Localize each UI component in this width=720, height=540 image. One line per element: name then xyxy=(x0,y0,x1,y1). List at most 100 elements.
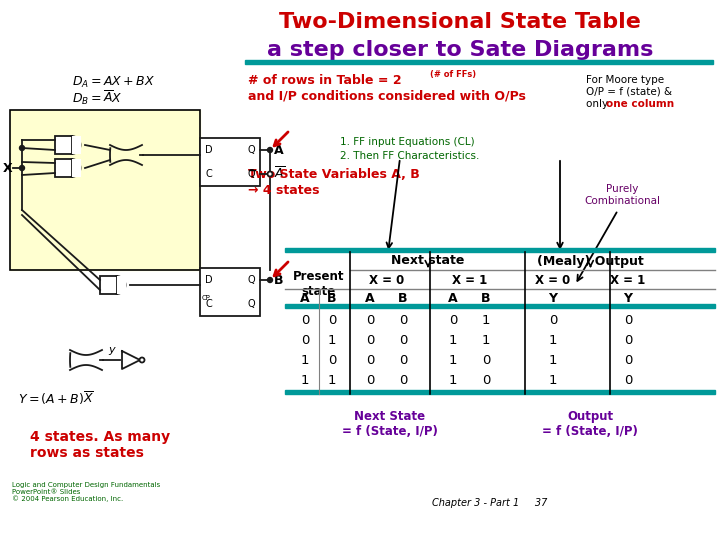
Bar xyxy=(285,304,715,307)
Text: Y: Y xyxy=(549,292,557,305)
Circle shape xyxy=(268,172,272,177)
Text: 0: 0 xyxy=(399,354,408,367)
Text: 0: 0 xyxy=(399,334,408,347)
Text: 1: 1 xyxy=(549,354,557,367)
Text: a step closer to Sate Diagrams: a step closer to Sate Diagrams xyxy=(267,40,653,60)
Text: B: B xyxy=(398,292,408,305)
Text: 0: 0 xyxy=(624,334,632,347)
Text: 0: 0 xyxy=(624,354,632,367)
Circle shape xyxy=(19,145,24,151)
Text: y: y xyxy=(108,345,114,355)
Text: 0: 0 xyxy=(624,314,632,327)
Text: 0: 0 xyxy=(399,374,408,387)
Bar xyxy=(71,136,81,154)
Text: Present
state: Present state xyxy=(293,270,344,298)
Text: X: X xyxy=(3,161,13,174)
Text: 1: 1 xyxy=(482,314,490,327)
Text: $\overline{A}$: $\overline{A}$ xyxy=(274,166,285,182)
Bar xyxy=(285,390,715,394)
Circle shape xyxy=(268,147,272,152)
Text: 0: 0 xyxy=(482,374,490,387)
Text: # of rows in Table = 2: # of rows in Table = 2 xyxy=(248,73,402,86)
Text: Output
= f (State, I/P): Output = f (State, I/P) xyxy=(542,410,638,438)
Text: Next State
= f (State, I/P): Next State = f (State, I/P) xyxy=(342,410,438,438)
Text: For Moore type: For Moore type xyxy=(586,75,664,85)
Text: 2. Then FF Characteristics.: 2. Then FF Characteristics. xyxy=(340,151,480,161)
Bar xyxy=(285,248,715,252)
Text: Y: Y xyxy=(624,292,632,305)
Circle shape xyxy=(140,357,145,362)
Text: Q: Q xyxy=(248,169,256,179)
Text: C: C xyxy=(205,299,212,309)
Text: 1: 1 xyxy=(449,354,457,367)
Bar xyxy=(200,268,260,316)
Text: 1: 1 xyxy=(449,334,457,347)
Text: 0: 0 xyxy=(328,314,336,327)
Text: 0: 0 xyxy=(482,354,490,367)
Text: 0: 0 xyxy=(328,354,336,367)
Bar xyxy=(55,159,71,177)
Bar xyxy=(245,60,713,64)
Text: $D_B = \overline{A}X$: $D_B = \overline{A}X$ xyxy=(72,89,122,107)
Text: A: A xyxy=(448,292,458,305)
Text: 0: 0 xyxy=(301,334,309,347)
Text: 1: 1 xyxy=(549,334,557,347)
Text: 1: 1 xyxy=(328,374,336,387)
Bar xyxy=(117,276,125,294)
Text: 1: 1 xyxy=(449,374,457,387)
Text: D: D xyxy=(205,275,212,285)
Text: Logic and Computer Design Fundamentals
PowerPoint® Slides
© 2004 Pearson Educati: Logic and Computer Design Fundamentals P… xyxy=(12,482,161,502)
Text: 0: 0 xyxy=(549,314,557,327)
Text: 0: 0 xyxy=(449,314,457,327)
Bar xyxy=(71,159,81,177)
Text: C: C xyxy=(205,169,212,179)
Text: 0: 0 xyxy=(366,314,374,327)
Text: Two-Dimensional State Table: Two-Dimensional State Table xyxy=(279,12,641,32)
Text: A: A xyxy=(274,144,284,157)
Text: Chapter 3 - Part 1     37: Chapter 3 - Part 1 37 xyxy=(432,498,548,508)
Text: 1: 1 xyxy=(482,334,490,347)
Bar xyxy=(10,110,200,270)
Text: $Y = (A+B)\overline{X}$: $Y = (A+B)\overline{X}$ xyxy=(18,389,94,407)
Text: CP: CP xyxy=(202,295,211,301)
Bar xyxy=(200,138,260,186)
Text: Purely
Combinational: Purely Combinational xyxy=(584,184,660,206)
Text: Two State Variables A, B: Two State Variables A, B xyxy=(248,168,420,181)
Text: one column: one column xyxy=(606,99,674,109)
Text: (# of FFs): (# of FFs) xyxy=(430,71,476,79)
Bar xyxy=(100,276,117,294)
Text: X = 0: X = 0 xyxy=(369,273,404,287)
Text: Q: Q xyxy=(248,299,256,309)
Text: only: only xyxy=(586,99,611,109)
Bar xyxy=(10,110,200,270)
Text: (Mealy) Output: (Mealy) Output xyxy=(537,254,644,267)
Text: B: B xyxy=(328,292,337,305)
Text: D: D xyxy=(205,145,212,155)
Text: 1: 1 xyxy=(549,374,557,387)
Text: 4 states. As many
rows as states: 4 states. As many rows as states xyxy=(30,430,170,460)
Text: 0: 0 xyxy=(366,374,374,387)
Text: 0: 0 xyxy=(366,354,374,367)
Text: 1. FF input Equations (CL): 1. FF input Equations (CL) xyxy=(340,137,474,147)
Text: O/P = f (state) &: O/P = f (state) & xyxy=(586,87,672,97)
Text: 1: 1 xyxy=(328,334,336,347)
Text: Next state: Next state xyxy=(391,254,464,267)
Text: 0: 0 xyxy=(399,314,408,327)
Text: 0: 0 xyxy=(624,374,632,387)
Text: X = 1: X = 1 xyxy=(611,273,646,287)
Text: X = 1: X = 1 xyxy=(452,273,487,287)
Circle shape xyxy=(19,165,24,171)
Text: 0: 0 xyxy=(301,314,309,327)
Bar xyxy=(55,136,71,154)
Text: Q: Q xyxy=(248,275,256,285)
Text: A: A xyxy=(300,292,310,305)
Text: 0: 0 xyxy=(366,334,374,347)
Text: 1: 1 xyxy=(301,374,310,387)
Text: Q: Q xyxy=(248,145,256,155)
Text: and I/P conditions considered with O/Ps: and I/P conditions considered with O/Ps xyxy=(248,90,526,103)
Text: X = 0: X = 0 xyxy=(536,273,571,287)
Text: A: A xyxy=(365,292,375,305)
Text: B: B xyxy=(274,273,284,287)
Text: $D_A = AX + BX$: $D_A = AX + BX$ xyxy=(72,75,155,90)
Text: → 4 states: → 4 states xyxy=(248,185,320,198)
